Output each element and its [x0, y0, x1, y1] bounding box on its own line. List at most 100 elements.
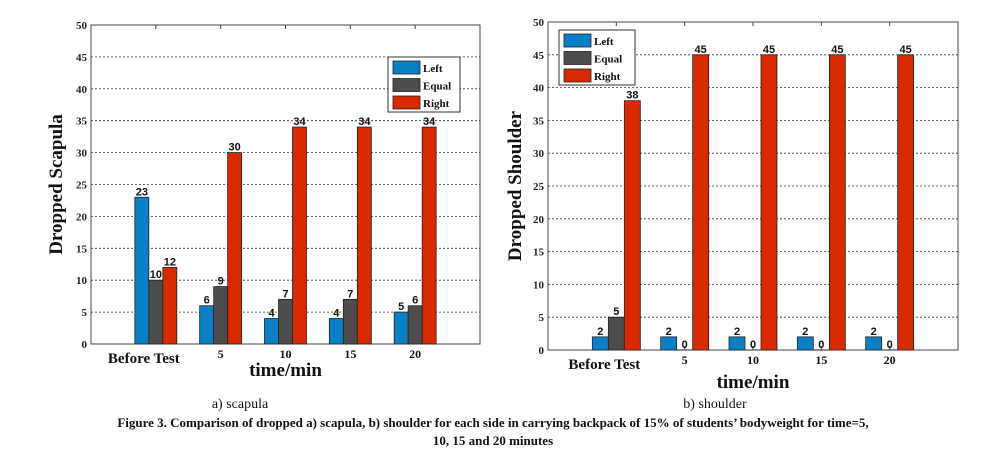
data-label: 38: [626, 90, 638, 102]
legend-label-right: Right: [423, 98, 450, 110]
data-label: 6: [204, 295, 210, 307]
x-tick-label: 20: [884, 353, 896, 367]
x-tick-label: 10: [280, 347, 292, 361]
data-label: 2: [597, 326, 603, 338]
data-label: 7: [282, 288, 288, 300]
bar-right: [760, 54, 778, 351]
bar-left: [728, 336, 746, 351]
data-label: 5: [398, 301, 404, 313]
x-axis-label: time/min: [249, 360, 322, 381]
data-label: 2: [734, 326, 740, 338]
data-label: 2: [666, 326, 672, 338]
bar-left: [134, 196, 150, 345]
data-label: 7: [347, 288, 353, 300]
data-label: 34: [423, 116, 436, 128]
bar-right: [162, 267, 178, 345]
bar-equal: [607, 316, 625, 351]
legend-label-equal: Equal: [594, 54, 622, 66]
bar-right: [828, 54, 846, 351]
y-tick-label: 30: [533, 148, 545, 160]
data-label: 4: [333, 307, 340, 319]
bar-left: [393, 311, 409, 345]
bar-right: [356, 126, 372, 345]
data-label: 0: [750, 339, 756, 351]
x-tick-label: 5: [218, 347, 224, 361]
data-label: 34: [293, 116, 306, 128]
legend-swatch-right: [563, 68, 592, 83]
legend-swatch-left: [563, 33, 592, 48]
bar-left: [328, 318, 344, 345]
data-label: 45: [763, 44, 775, 56]
bar-left: [199, 305, 215, 345]
data-label: 4: [268, 307, 275, 319]
y-tick-label: 40: [533, 83, 545, 95]
legend-label-right: Right: [594, 71, 621, 83]
y-tick-label: 10: [76, 275, 88, 287]
data-label: 0: [818, 339, 824, 351]
data-label: 2: [802, 326, 808, 338]
x-tick-label: Before Test: [568, 357, 640, 373]
y-tick-label: 50: [76, 20, 88, 32]
subcaption-b: b) shoulder: [683, 397, 747, 412]
legend-label-equal: Equal: [423, 81, 451, 93]
y-tick-label: 50: [533, 17, 545, 29]
y-tick-label: 45: [533, 50, 545, 62]
bar-equal: [342, 298, 358, 345]
bar-left: [264, 318, 279, 345]
data-label: 6: [412, 295, 418, 307]
legend-swatch-left: [392, 60, 421, 75]
bar-left: [660, 336, 678, 351]
data-label: 34: [358, 116, 371, 128]
x-tick-label: 5: [682, 353, 688, 367]
bar-right: [692, 54, 710, 351]
x-tick-label: 10: [747, 353, 759, 367]
bar-equal: [148, 279, 164, 345]
legend-swatch-equal: [563, 51, 592, 65]
figure-caption-line2: 10, 15 and 20 minutes: [433, 433, 553, 448]
bar-right: [623, 100, 641, 351]
y-tick-label: 5: [539, 312, 545, 324]
y-tick-label: 15: [533, 247, 545, 259]
bar-equal: [213, 286, 229, 345]
data-label: 30: [229, 142, 241, 154]
legend-label-left: Left: [594, 36, 614, 48]
data-label: 45: [900, 44, 912, 56]
data-label: 0: [682, 339, 688, 351]
bar-left: [591, 336, 609, 351]
y-tick-label: 25: [76, 180, 88, 192]
bar-right: [421, 126, 437, 345]
y-axis-label: Dropped Scapula: [46, 114, 67, 255]
y-tick-label: 45: [76, 52, 88, 64]
data-label: 9: [218, 276, 224, 288]
y-tick-label: 0: [82, 339, 88, 351]
y-tick-label: 25: [533, 181, 545, 193]
legend-label-left: Left: [423, 63, 443, 75]
y-tick-label: 5: [82, 307, 88, 319]
bar-equal: [407, 305, 423, 345]
data-label: 45: [695, 44, 707, 56]
data-label: 2: [871, 326, 877, 338]
bar-right: [227, 152, 243, 345]
y-tick-label: 10: [533, 279, 545, 291]
data-label: 45: [831, 44, 843, 56]
x-tick-label: 15: [344, 347, 356, 361]
x-axis-label: time/min: [717, 372, 790, 393]
subcaption-a: a) scapula: [212, 397, 269, 412]
y-tick-label: 15: [76, 243, 88, 255]
x-tick-label: 20: [409, 347, 421, 361]
y-tick-label: 0: [539, 345, 545, 357]
x-tick-label: Before Test: [108, 351, 180, 367]
legend: Left Equal Right: [387, 56, 461, 113]
data-label: 10: [150, 269, 162, 281]
y-axis-label: Dropped Shoulder: [505, 110, 526, 261]
bar-left: [865, 336, 883, 351]
figure-caption-line1: Figure 3. Comparison of dropped a) scapu…: [117, 415, 868, 430]
data-label: 12: [164, 256, 176, 268]
x-tick-label: 15: [815, 353, 827, 367]
y-tick-label: 30: [76, 148, 88, 160]
data-label: 5: [613, 306, 619, 318]
data-label: 0: [887, 339, 893, 351]
y-tick-label: 20: [76, 211, 88, 223]
